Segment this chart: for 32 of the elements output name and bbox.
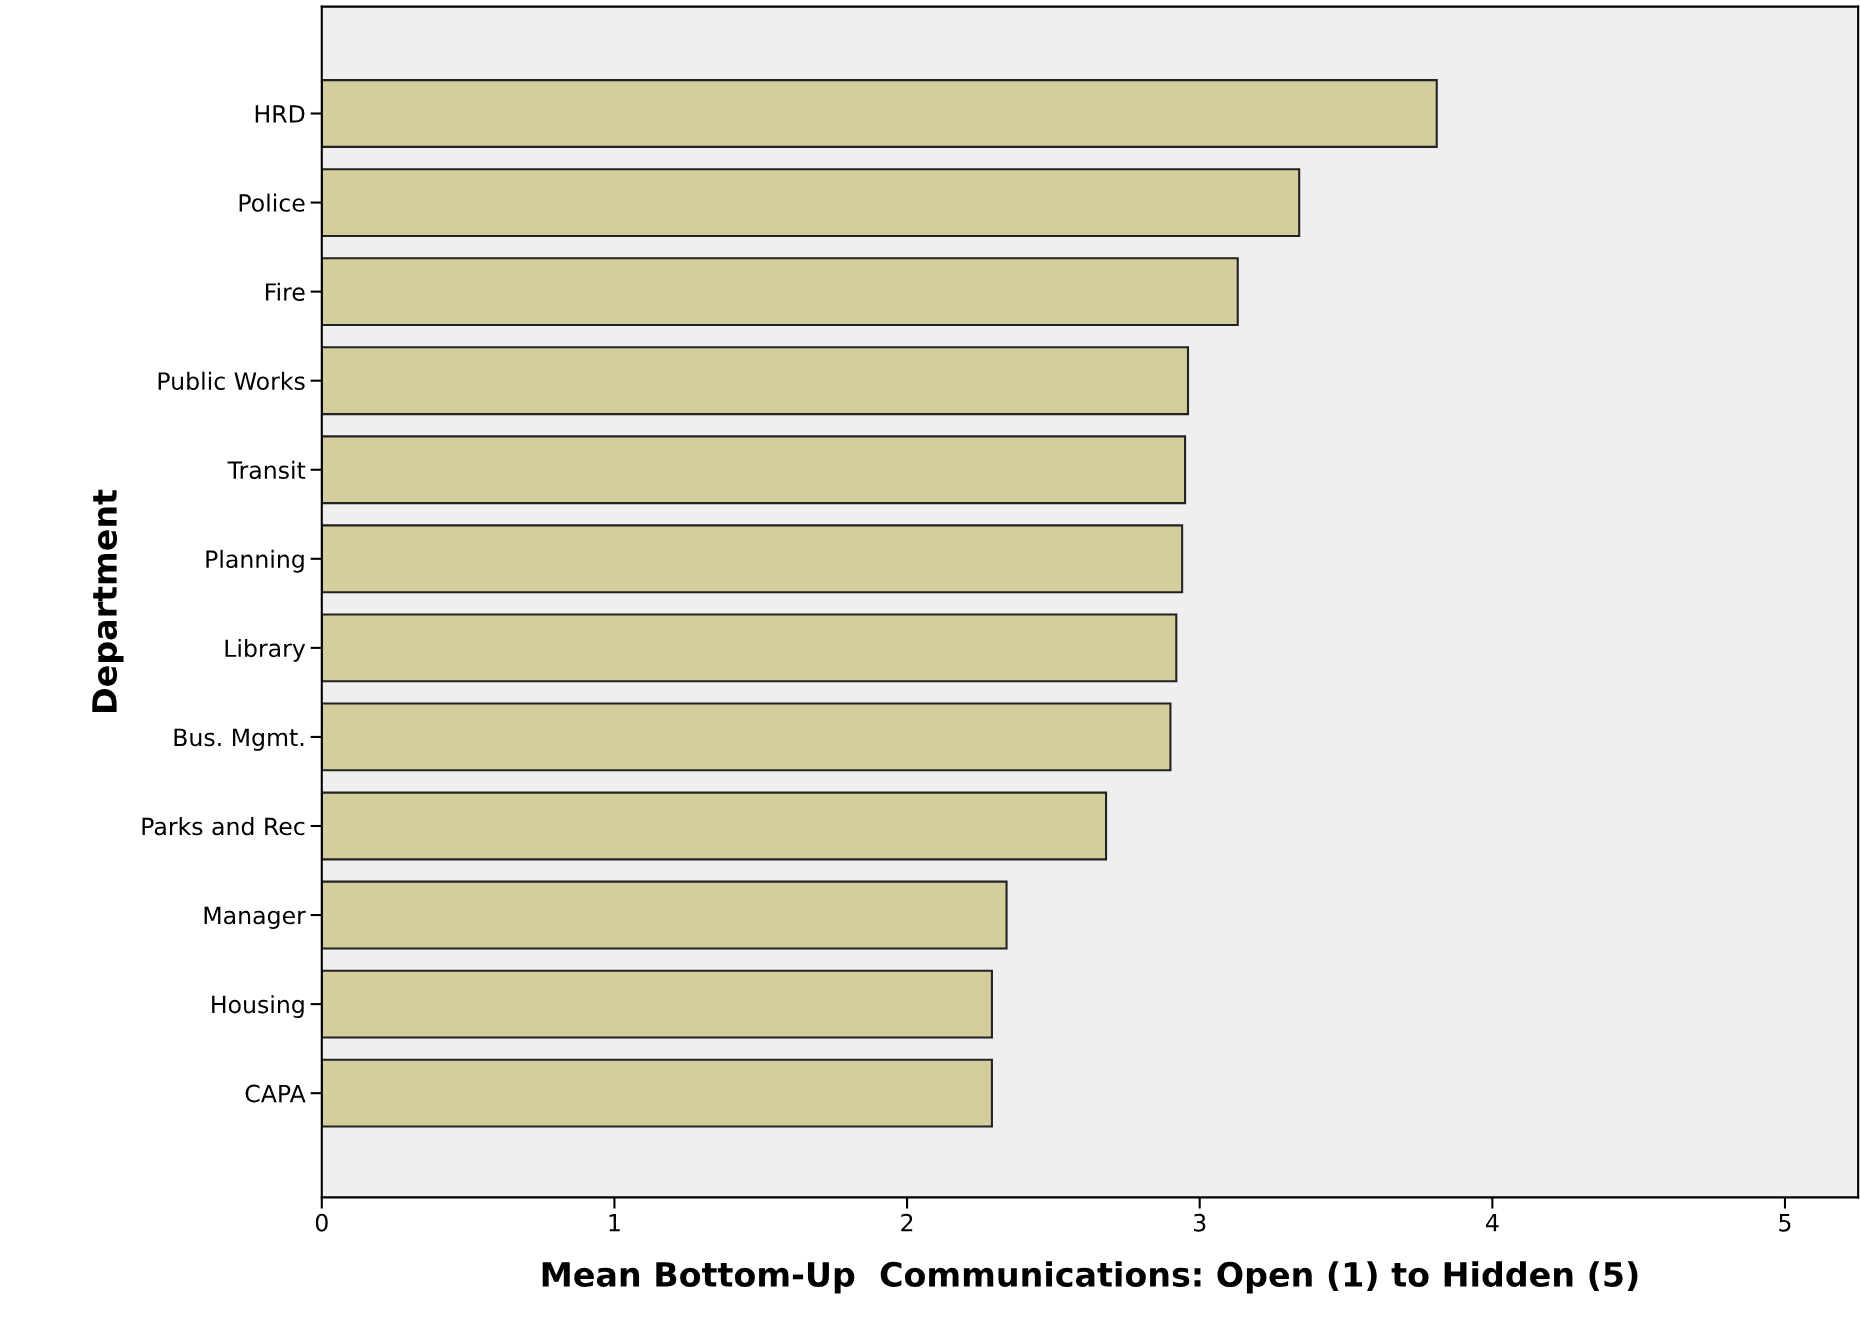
y-tick-label: HRD (255, 105, 305, 123)
bar (321, 524, 1184, 594)
y-tick-label: Planning (206, 549, 304, 573)
y-tick-label: Fire (265, 282, 305, 301)
y-tick-label: Parks and Rec (142, 817, 305, 836)
x-tick-label: 4 (1485, 1214, 1499, 1232)
x-axis-title: Mean Bottom-Up Communications: Open (1) to Hidden (5) (542, 1261, 1638, 1294)
bar (321, 435, 1187, 505)
y-tick-label: Police (239, 193, 305, 212)
bar (321, 791, 1108, 861)
y-tick-label: Public Works (158, 371, 305, 390)
y-axis-title: Department (92, 489, 124, 712)
bar (321, 168, 1301, 237)
bar (321, 880, 1008, 950)
y-tick-label: Bus. Mgmt. (174, 728, 304, 751)
bar (321, 346, 1190, 416)
bar (321, 79, 1438, 148)
x-tick-label: 3 (1193, 1213, 1206, 1232)
y-tick-label: Manager (204, 906, 306, 929)
bar (321, 1058, 993, 1128)
bar (321, 702, 1172, 772)
y-tick-label: Housing (212, 995, 304, 1018)
bar (321, 613, 1178, 683)
bar (321, 969, 993, 1039)
x-tick-label: 1 (609, 1214, 620, 1232)
bar (321, 257, 1239, 327)
y-tick-label: CAPA (245, 1084, 306, 1103)
y-tick-label: Transit (227, 460, 306, 480)
x-tick-label: 0 (315, 1213, 328, 1232)
x-tick-label: 5 (1779, 1214, 1791, 1232)
y-tick-label: Library (225, 638, 306, 662)
x-tick-label: 2 (901, 1213, 913, 1232)
